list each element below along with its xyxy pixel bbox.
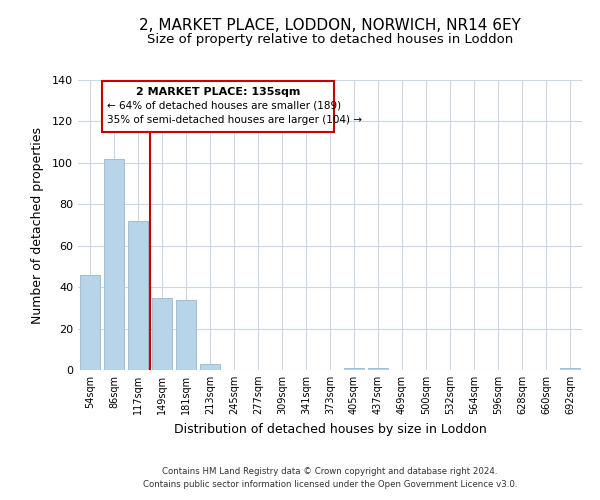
Text: Size of property relative to detached houses in Loddon: Size of property relative to detached ho… xyxy=(147,32,513,46)
X-axis label: Distribution of detached houses by size in Loddon: Distribution of detached houses by size … xyxy=(173,422,487,436)
Text: 2, MARKET PLACE, LODDON, NORWICH, NR14 6EY: 2, MARKET PLACE, LODDON, NORWICH, NR14 6… xyxy=(139,18,521,32)
Text: 35% of semi-detached houses are larger (104) →: 35% of semi-detached houses are larger (… xyxy=(107,115,362,125)
Text: 2 MARKET PLACE: 135sqm: 2 MARKET PLACE: 135sqm xyxy=(136,86,300,97)
Text: ← 64% of detached houses are smaller (189): ← 64% of detached houses are smaller (18… xyxy=(107,100,341,110)
Bar xyxy=(344,368,364,370)
Bar xyxy=(368,368,388,370)
FancyBboxPatch shape xyxy=(102,82,334,132)
Text: Contains public sector information licensed under the Open Government Licence v3: Contains public sector information licen… xyxy=(143,480,517,489)
Bar xyxy=(152,298,172,370)
Bar xyxy=(104,158,124,370)
Y-axis label: Number of detached properties: Number of detached properties xyxy=(31,126,44,324)
Bar xyxy=(128,221,148,370)
Bar xyxy=(200,364,220,370)
Bar xyxy=(560,368,580,370)
Text: Contains HM Land Registry data © Crown copyright and database right 2024.: Contains HM Land Registry data © Crown c… xyxy=(162,467,498,476)
Bar xyxy=(176,300,196,370)
Bar xyxy=(80,274,100,370)
